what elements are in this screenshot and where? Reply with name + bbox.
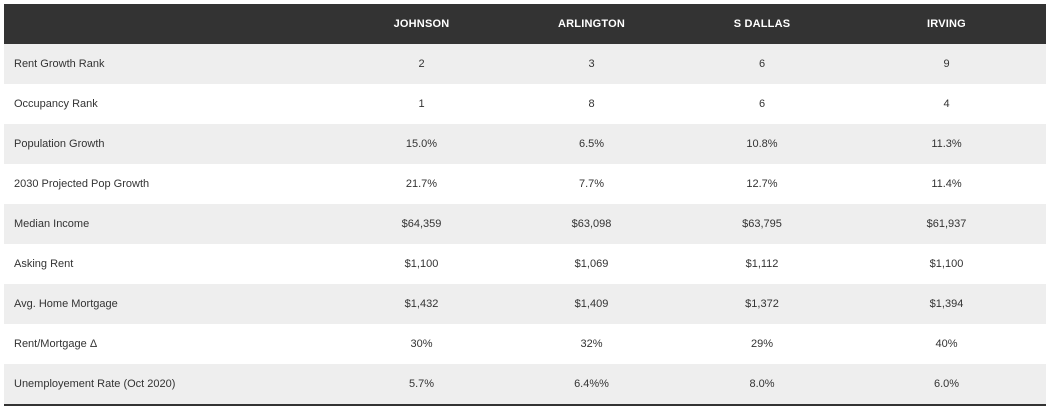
table-cell: $63,098 (571, 218, 612, 230)
header-cell-s-dallas: S DALLAS (733, 18, 791, 30)
row-label: Median Income (14, 218, 90, 230)
table-cell: 4 (943, 98, 950, 110)
table-cell: $1,372 (745, 298, 779, 310)
table-row: 2030 Projected Pop Growth 21.7% 7.7% 12.… (4, 164, 1046, 204)
table-cell: 6 (758, 58, 766, 70)
table-row: Unemployement Rate (Oct 2020) 5.7% 6.4%%… (4, 364, 1046, 404)
header-cell-johnson: JOHNSON (393, 18, 450, 30)
table-cell: 30% (410, 338, 433, 350)
table-cell: 11.4% (931, 178, 962, 190)
table-cell: 21.7% (405, 178, 438, 190)
table-cell: 6 (758, 98, 766, 110)
table-cell: $61,937 (926, 218, 967, 230)
table-cell: 12.7% (746, 178, 778, 190)
table-cell: 32% (580, 338, 603, 350)
table-cell: $1,112 (745, 258, 779, 270)
header-cell-arlington: ARLINGTON (558, 18, 625, 30)
table-row: Occupancy Rank 1 8 6 4 (4, 84, 1046, 124)
table-row: Asking Rent $1,100 $1,069 $1,112 $1,100 (4, 244, 1046, 284)
table-cell: 8.0% (749, 378, 775, 390)
table-cell: 15.0% (405, 138, 438, 150)
table-row: Median Income $64,359 $63,098 $63,795 $6… (4, 204, 1046, 244)
header-cell-label (4, 4, 337, 44)
table-cell: 1 (418, 98, 425, 110)
market-comparison-table: JOHNSON ARLINGTON S DALLAS IRVING Rent G… (4, 4, 1046, 404)
table-row: Rent/Mortgage Δ 30% 32% 29% 40% (4, 324, 1046, 364)
table-cell: 6.0% (933, 378, 960, 390)
row-label: Occupancy Rank (14, 98, 98, 110)
table-cell: 3 (588, 58, 595, 70)
header-cell-irving: IRVING (927, 18, 966, 30)
row-label: Population Growth (14, 138, 105, 150)
table-cell: 9 (943, 58, 950, 70)
table-cell: 11.3% (931, 138, 962, 150)
table-cell: $1,432 (404, 298, 439, 310)
table-cell: 6.4%% (574, 378, 609, 390)
comparison-table-container: JOHNSON ARLINGTON S DALLAS IRVING Rent G… (4, 4, 1046, 406)
table-cell: 5.7% (408, 378, 435, 390)
row-label: Rent/Mortgage Δ (14, 338, 98, 350)
row-label: Unemployement Rate (Oct 2020) (14, 378, 176, 390)
table-cell: $1,394 (929, 298, 964, 310)
row-label: Asking Rent (14, 258, 74, 270)
table-header-row: JOHNSON ARLINGTON S DALLAS IRVING (4, 4, 1046, 44)
row-label: Rent Growth Rank (14, 58, 105, 70)
table-cell: 2 (418, 58, 425, 70)
table-cell: 40% (935, 338, 958, 350)
table-cell: $63,795 (742, 218, 782, 230)
table-cell: $64,359 (401, 218, 442, 230)
table-cell: 8 (588, 98, 595, 110)
table-cell: 6.5% (578, 138, 605, 150)
table-row: Avg. Home Mortgage $1,432 $1,409 $1,372 … (4, 284, 1046, 324)
table-cell: 10.8% (746, 138, 778, 150)
table-row: Rent Growth Rank 2 3 6 9 (4, 44, 1046, 84)
table-bottom-rule (4, 404, 1046, 406)
table-cell: 7.7% (578, 178, 605, 190)
table-cell: $1,100 (929, 258, 964, 270)
row-label: 2030 Projected Pop Growth (14, 178, 150, 190)
table-cell: $1,069 (574, 258, 609, 270)
table-row: Population Growth 15.0% 6.5% 10.8% 11.3% (4, 124, 1046, 164)
table-cell: $1,100 (404, 258, 439, 270)
table-cell: 29% (750, 338, 774, 350)
table-cell: $1,409 (574, 298, 609, 310)
row-label: Avg. Home Mortgage (14, 298, 118, 310)
